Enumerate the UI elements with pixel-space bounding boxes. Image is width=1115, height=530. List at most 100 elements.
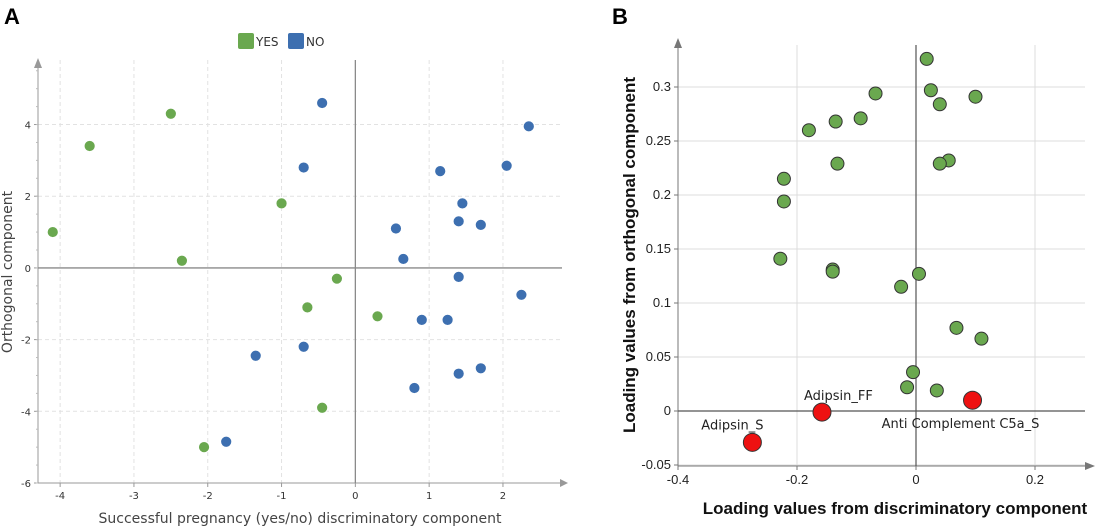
point-yes	[46, 226, 59, 238]
point-no	[297, 340, 310, 353]
panel-a-x-tick-label: -2	[203, 491, 213, 502]
point-loading	[923, 83, 938, 98]
point-loading	[825, 264, 840, 279]
panel-b-gridlines	[678, 45, 1085, 466]
point-loading	[968, 89, 983, 104]
point-loading	[776, 194, 791, 209]
point-loading	[801, 123, 816, 138]
panel-a-x-tick-label: 2	[500, 491, 506, 502]
legend-label-no: NO	[306, 35, 324, 49]
point-no	[441, 313, 454, 326]
panel-a-axes	[34, 58, 568, 487]
point-no	[515, 288, 528, 301]
panel-b-x-axis-label: Loading values from discriminatory compo…	[703, 499, 1088, 518]
panel-a-y-tick-label: -4	[21, 407, 31, 418]
legend-swatch-yes	[238, 33, 254, 49]
panel-a-x-tick-label: -1	[277, 491, 287, 502]
point-yes	[176, 254, 188, 267]
point-no	[415, 313, 428, 326]
panel-b-y-tick-label: 0	[664, 403, 671, 418]
point-highlighted	[812, 402, 832, 422]
legend-label-yes: YES	[255, 35, 279, 49]
panel-a-zero-lines	[38, 60, 562, 483]
point-loading	[776, 171, 791, 186]
panel-a-legend: YES NO	[238, 33, 324, 49]
panel-b-y-arrow-icon	[674, 38, 682, 48]
point-yes	[83, 140, 96, 152]
point-yes	[301, 301, 314, 314]
panel-b-y-axis-label: Loading values from orthogonal component	[620, 77, 639, 433]
point-no	[397, 253, 410, 265]
panel-b-x-tick-label: 0.2	[1026, 472, 1044, 487]
panel-a-y-tick-label: 0	[25, 264, 31, 275]
point-loading	[853, 111, 868, 126]
panel-a-x-axis-label: Successful pregnancy (yes/no) discrimina…	[99, 511, 502, 527]
panel-b-y-tick-label: -0.05	[641, 457, 671, 472]
point-loading	[773, 251, 788, 266]
panel-b-y-tick-label: 0.15	[646, 241, 671, 256]
panel-b-y-tick-label: 0.2	[653, 187, 671, 202]
panel-a-gridlines	[38, 60, 562, 484]
point-loading	[830, 156, 845, 171]
point-no	[434, 165, 447, 178]
point-no	[522, 120, 535, 133]
point-loading	[828, 114, 843, 129]
point-yes	[164, 107, 177, 120]
point-loading	[919, 51, 934, 66]
point-no	[452, 367, 465, 380]
point-loading	[900, 380, 915, 395]
panel-b-axes	[674, 38, 1095, 470]
point-yes	[275, 197, 288, 210]
panel-a-y-axis-label: Orthogonal component	[0, 190, 16, 353]
panel-a-y-arrow-icon	[34, 58, 42, 68]
point-no	[456, 197, 469, 210]
point-highlighted	[742, 432, 762, 452]
point-no	[249, 349, 262, 362]
panel-a-y-tick-label: -2	[21, 336, 31, 347]
panel-b-letter: B	[612, 4, 628, 29]
panel-b-y-tick-label: 0.25	[646, 133, 671, 148]
point-loading	[894, 279, 909, 294]
panel-a-x-tick-label: 1	[426, 491, 432, 502]
panel-a-letter: A	[4, 4, 20, 29]
point-no	[452, 215, 465, 228]
legend-swatch-no	[288, 33, 304, 49]
panel-b-x-tick-label: -0.4	[667, 472, 689, 487]
point-no	[408, 382, 421, 394]
point-loading	[906, 365, 921, 380]
annotation-label: Adipsin_FF	[804, 389, 873, 404]
panel-b-x-arrow-icon	[1085, 462, 1095, 470]
panel-b-x-tick-label: -0.2	[786, 472, 808, 487]
panel-b-points	[742, 51, 989, 452]
point-no	[297, 161, 310, 174]
panel-b-zero-lines	[678, 45, 1085, 466]
panel-b-x-tick-label: 0	[912, 472, 919, 487]
point-yes	[371, 310, 384, 323]
point-no	[220, 435, 233, 448]
panel-b-y-tick-label: 0.3	[653, 79, 671, 94]
panel-a-y-tick-label: 2	[25, 192, 31, 203]
panel-a-tick-labels: -4 -3 -2 -1 0 1 2 -6 -4 -2 0 2 4	[21, 70, 506, 502]
point-loading	[949, 320, 964, 335]
point-no	[316, 97, 329, 109]
panel-a-x-tick-label: 0	[352, 491, 358, 502]
panel-a-x-tick-label: -4	[55, 491, 65, 502]
point-loading	[929, 383, 944, 398]
panel-a-points	[46, 97, 535, 454]
point-no	[500, 159, 513, 172]
point-no	[474, 362, 487, 375]
point-loading	[932, 97, 947, 112]
point-no	[474, 218, 487, 231]
panel-b-y-tick-label: 0.05	[646, 349, 671, 364]
panel-a-x-arrow-icon	[560, 479, 568, 487]
point-loading	[974, 331, 989, 346]
panel-b-y-tick-label: 0.1	[653, 295, 671, 310]
panel-b-annotations: Adipsin_FF Anti Complement C5a_S Adipsin_S	[701, 389, 1039, 433]
panel-a-x-tick-label: -3	[129, 491, 139, 502]
panel-a-y-tick-label: 4	[25, 121, 31, 132]
point-loading	[868, 86, 883, 101]
point-yes	[331, 272, 343, 285]
point-no	[390, 222, 402, 235]
panel-b-tick-labels: -0.4 -0.2 0 0.2 -0.05 0 0.05 0.1 0.15 0.2 0.25 0.3	[641, 79, 1044, 487]
